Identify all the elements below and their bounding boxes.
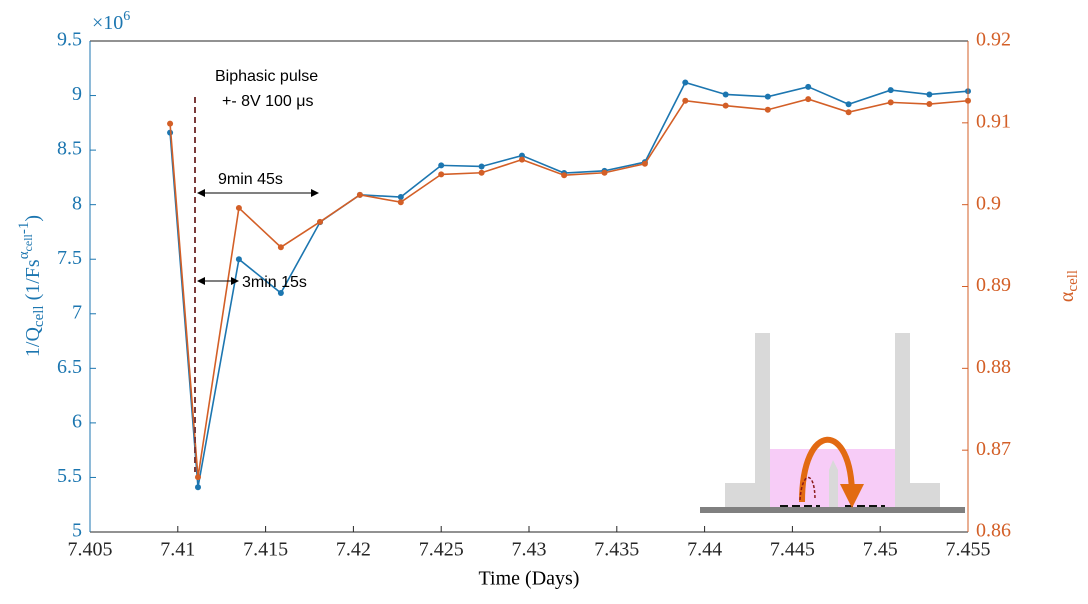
- data-point: [561, 172, 568, 179]
- data-point: [438, 162, 445, 169]
- x-tick-label: 7.415: [243, 539, 288, 561]
- x-tick-label: 7.44: [687, 539, 722, 561]
- y-tick-label: 9.5: [57, 29, 82, 51]
- label-part: 1/Q: [22, 327, 44, 358]
- data-point: [397, 194, 404, 201]
- x-tick-label: 7.41: [160, 539, 195, 561]
- x-tick-label: 7.455: [946, 539, 991, 561]
- label-part: -1: [16, 222, 32, 235]
- y-tick-label: 8.5: [57, 138, 82, 160]
- y2-tick-label: 0.86: [976, 520, 1011, 542]
- data-point: [167, 120, 174, 127]
- data-point: [518, 156, 525, 163]
- data-point: [845, 109, 852, 116]
- label-part: (1/Fs: [22, 259, 44, 305]
- y-tick-label: 7: [72, 301, 82, 323]
- data-point: [478, 163, 485, 170]
- annotation: +- 8V 100 μs: [222, 93, 314, 110]
- x-axis-label: Time (Days): [479, 568, 580, 590]
- y-tick-label: 5: [72, 520, 82, 542]
- x-tick-label: 7.425: [419, 539, 464, 561]
- data-point: [235, 256, 242, 263]
- y-tick-label: 7.5: [57, 247, 82, 269]
- data-point: [641, 160, 648, 167]
- data-point: [397, 199, 404, 206]
- y-tick-label: 9: [72, 83, 82, 105]
- exp-power: 6: [123, 9, 130, 24]
- y-exponent: ×106: [92, 9, 130, 33]
- x-tick-label: 7.42: [336, 539, 371, 561]
- data-point: [682, 79, 689, 86]
- inset-diagram: [700, 333, 965, 513]
- plot-area: 7.405 7.41 7.415 7.42 7.425 7.43 7.435 7.44 7.44…: [57, 29, 1011, 561]
- y2-tick-label: 0.92: [976, 29, 1011, 51]
- annotation: Biphasic pulse: [215, 68, 318, 85]
- label-part: cell: [1065, 270, 1081, 292]
- annotation: 3min 15s: [242, 274, 307, 291]
- data-point: [764, 93, 771, 100]
- data-point: [764, 106, 771, 113]
- data-point: [235, 204, 242, 211]
- data-point: [887, 87, 894, 94]
- x-tick-label: 7.405: [68, 539, 113, 561]
- data-point: [805, 96, 812, 103]
- label-part: cell: [31, 305, 47, 327]
- y2-tick-label: 0.89: [976, 274, 1011, 296]
- data-point: [194, 474, 201, 481]
- data-point: [926, 91, 933, 98]
- data-point: [317, 218, 324, 225]
- data-point: [194, 484, 201, 491]
- label-part: α: [1056, 291, 1078, 302]
- x-tick-label: 7.45: [863, 539, 898, 561]
- data-point: [438, 171, 445, 178]
- annotation: 9min 45s: [218, 171, 283, 188]
- data-point: [805, 83, 812, 90]
- data-point: [845, 101, 852, 108]
- data-point: [601, 169, 608, 176]
- data-point: [356, 191, 363, 198]
- y2-axis-label: αcell: [1056, 270, 1082, 302]
- data-point: [478, 169, 485, 176]
- y2-tick-label: 0.91: [976, 110, 1011, 132]
- exp-base: ×10: [92, 12, 123, 34]
- y-tick-label: 8: [72, 192, 82, 214]
- y-tick-label: 5.5: [57, 465, 82, 487]
- data-point: [926, 101, 933, 108]
- data-point: [277, 244, 284, 251]
- data-point: [887, 99, 894, 106]
- y2-tick-label: 0.9: [976, 192, 1001, 214]
- data-point: [722, 91, 729, 98]
- x-tick-label: 7.435: [594, 539, 639, 561]
- label-part: α: [16, 251, 32, 259]
- x-tick-label: 7.43: [512, 539, 547, 561]
- label-part: ): [22, 215, 44, 222]
- data-point: [682, 97, 689, 104]
- y2-tick-label: 0.88: [976, 356, 1011, 378]
- y-tick-label: 6.5: [57, 356, 82, 378]
- y2-tick-label: 0.87: [976, 438, 1011, 460]
- y-axis-label: 1/Qcell (1/Fsαcell-1): [16, 215, 47, 357]
- data-point: [277, 290, 284, 297]
- x-tick-label: 7.445: [770, 539, 815, 561]
- y-tick-label: 6: [72, 410, 82, 432]
- label-part: cell: [21, 233, 35, 251]
- data-point: [722, 102, 729, 109]
